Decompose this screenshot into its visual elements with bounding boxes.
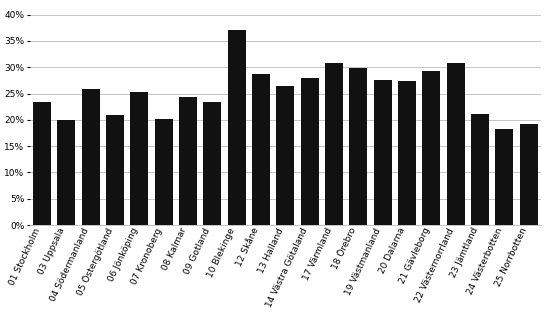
Bar [495, 129, 513, 225]
Bar [57, 120, 75, 225]
Bar [519, 124, 538, 225]
Bar [325, 63, 343, 225]
Bar [446, 63, 465, 225]
Bar [130, 92, 148, 225]
Bar [252, 74, 270, 225]
Bar [349, 68, 367, 225]
Bar [228, 30, 246, 225]
Bar [471, 114, 489, 225]
Bar [373, 80, 392, 225]
Bar [276, 86, 294, 225]
Bar [300, 78, 319, 225]
Bar [33, 102, 51, 225]
Bar [422, 71, 440, 225]
Bar [82, 89, 100, 225]
Bar [203, 102, 221, 225]
Bar [398, 81, 416, 225]
Bar [106, 115, 124, 225]
Bar [179, 97, 197, 225]
Bar [155, 119, 173, 225]
